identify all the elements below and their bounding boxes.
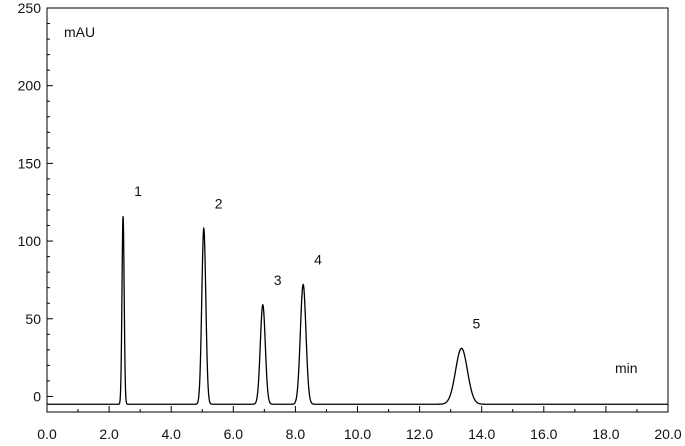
peak-label: 5 [473, 315, 481, 331]
y-tick-label: 200 [18, 78, 42, 94]
peak-label: 1 [134, 183, 142, 199]
plot-frame [46, 7, 669, 413]
x-tick-label: 4.0 [161, 426, 181, 442]
x-tick-label: 6.0 [224, 426, 244, 442]
peak-label: 3 [274, 272, 282, 288]
x-tick-label: 20.0 [654, 426, 681, 442]
x-axis: 0.0 2.0 4.0 6.0 8.0 10.0 12.0 14.0 16.0 18.0 20.0 [37, 406, 682, 442]
y-tick-label: 100 [18, 233, 42, 249]
y-axis-unit-label: mAU [64, 24, 95, 40]
peak-labels: 1 2 3 4 5 [134, 183, 480, 331]
x-tick-label: 12.0 [406, 426, 433, 442]
x-tick-label: 10.0 [344, 426, 371, 442]
x-tick-label: 18.0 [592, 426, 619, 442]
y-tick-label: 150 [18, 155, 42, 171]
chromatogram-trace [47, 216, 668, 405]
y-tick-label: 50 [25, 311, 41, 327]
x-tick-label: 14.0 [468, 426, 495, 442]
x-tick-label: 16.0 [530, 426, 557, 442]
x-axis-unit-label: min [615, 360, 638, 376]
x-tick-label: 8.0 [286, 426, 306, 442]
y-axis: 0 50 100 150 200 250 [18, 0, 53, 404]
peak-label: 2 [215, 196, 223, 212]
y-tick-label: 0 [33, 388, 41, 404]
x-tick-label: 0.0 [37, 426, 57, 442]
peak-label: 4 [314, 252, 322, 268]
y-tick-label: 250 [18, 0, 42, 16]
x-tick-label: 2.0 [99, 426, 119, 442]
